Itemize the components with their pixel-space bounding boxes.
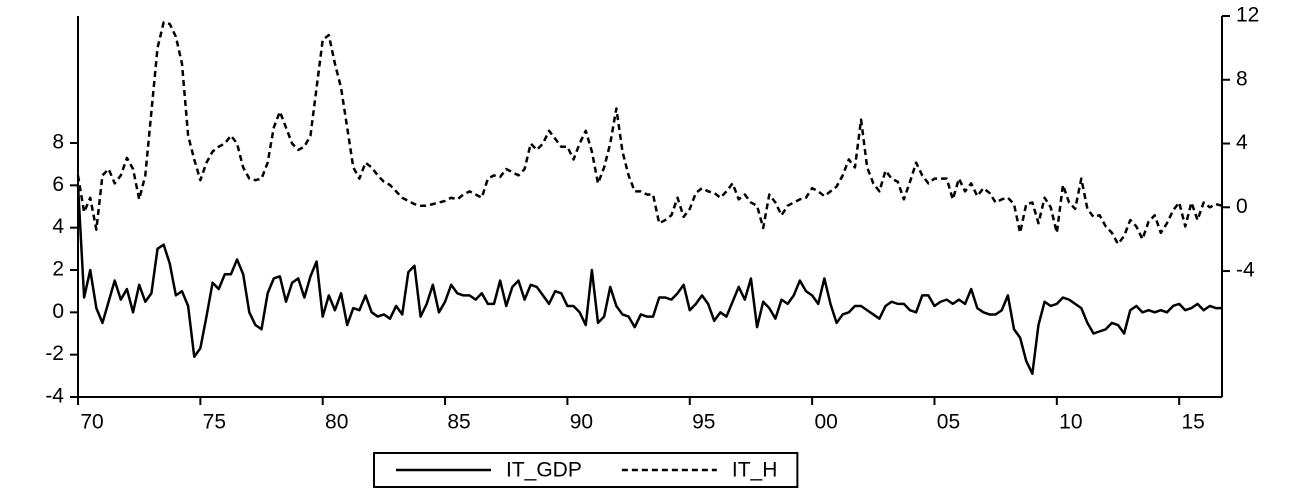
- x-tick-label: 10: [1059, 411, 1082, 434]
- x-tick-label: 90: [570, 411, 593, 434]
- series-line: [76, 185, 1222, 375]
- y-tick-label: 8: [52, 131, 64, 154]
- x-tick-label: 70: [80, 411, 103, 434]
- series-line: [76, 21, 1223, 246]
- y2-tick-label: -4: [1236, 259, 1255, 282]
- y2-tick-label: 8: [1236, 67, 1248, 90]
- y-tick-label: -4: [45, 385, 64, 408]
- y-tick-label: -2: [45, 342, 64, 365]
- legend: IT_GDP IT_H: [373, 452, 799, 488]
- y2-tick-label: 12: [1236, 4, 1259, 27]
- x-tick-label: 75: [203, 411, 226, 434]
- x-tick-label: 05: [937, 411, 960, 434]
- x-tick-label: 80: [325, 411, 348, 434]
- y-tick-label: 2: [52, 258, 64, 281]
- y-tick-label: 6: [52, 173, 64, 196]
- legend-label: IT_H: [732, 459, 778, 482]
- y2-tick-label: 0: [1236, 195, 1248, 218]
- legend-label: IT_GDP: [506, 459, 582, 482]
- y2-tick-label: 4: [1236, 131, 1248, 154]
- y-tick-label: 4: [52, 215, 64, 238]
- x-tick-label: 15: [1181, 411, 1204, 434]
- x-tick-label: 00: [814, 411, 837, 434]
- y-tick-label: 0: [52, 300, 64, 323]
- x-tick-label: 85: [447, 411, 470, 434]
- x-tick-label: 95: [692, 411, 715, 434]
